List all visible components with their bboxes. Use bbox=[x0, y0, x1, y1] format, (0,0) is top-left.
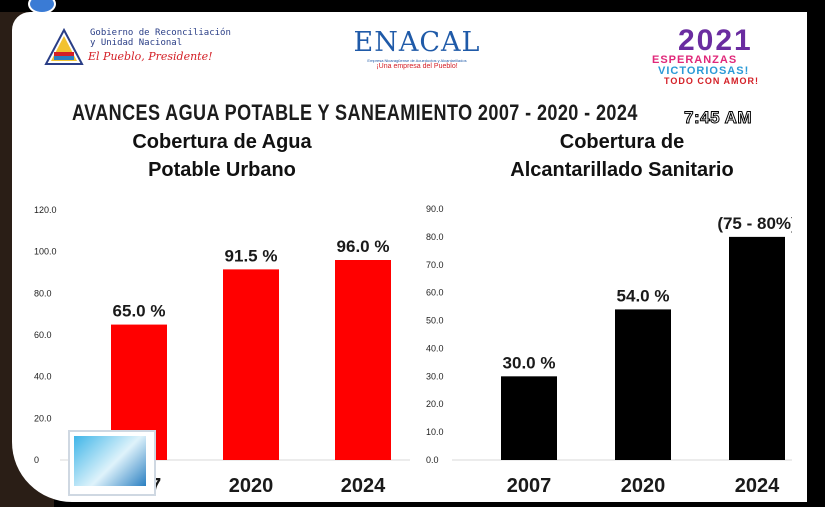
y-tick-label: 0 bbox=[34, 455, 39, 465]
government-name-line1: Gobierno de Reconciliación bbox=[90, 28, 231, 38]
chart1-title-line2: Potable Urbano bbox=[148, 159, 296, 181]
bar bbox=[501, 376, 557, 460]
channel-logo-icon bbox=[68, 430, 156, 496]
enacal-logo: ENACAL Empresa Nicaragüense de Acueducto… bbox=[342, 28, 492, 80]
bar bbox=[223, 269, 279, 460]
chart-sewer-coverage: 0.0 10.0 20.0 30.0 40.0 50.0 60.0 70.0 80.0 90.0 3… bbox=[426, 204, 792, 497]
y-tick-label: 40.0 bbox=[426, 343, 444, 353]
data-label: 54.0 % bbox=[617, 286, 670, 305]
y-tick-label: 50.0 bbox=[426, 316, 444, 326]
y-tick-label: 60.0 bbox=[34, 330, 52, 340]
top-bar bbox=[0, 0, 825, 14]
chart1-title-line1: Cobertura de Agua bbox=[132, 131, 312, 153]
data-label: 30.0 % bbox=[503, 353, 556, 372]
badge-line3: TODO CON AMOR! bbox=[664, 76, 759, 86]
y-tick-label: 40.0 bbox=[34, 372, 52, 382]
y-tick-label: 70.0 bbox=[426, 260, 444, 270]
y-tick-label: 100.0 bbox=[34, 247, 57, 257]
data-label: 65.0 % bbox=[113, 302, 166, 321]
y-tick-label: 80.0 bbox=[426, 232, 444, 242]
data-label: 91.5 % bbox=[225, 246, 278, 265]
x-tick-label: 2020 bbox=[621, 475, 666, 497]
government-logo: Gobierno de Reconciliación y Unidad Nacio… bbox=[42, 26, 242, 76]
badge-line2: VICTORIOSAS! bbox=[658, 65, 750, 77]
enacal-tagline: ¡Una empresa del Pueblo! bbox=[376, 63, 458, 70]
chart2-title-line2: Alcantarillado Sanitario bbox=[510, 159, 734, 181]
y-tick-label: 60.0 bbox=[426, 288, 444, 298]
data-label: 96.0 % bbox=[337, 237, 390, 256]
chart2-title-line1: Cobertura de bbox=[559, 131, 685, 153]
x-tick-label: 2024 bbox=[341, 475, 386, 497]
bar bbox=[615, 309, 671, 460]
bar bbox=[335, 260, 391, 460]
y-tick-label: 20.0 bbox=[34, 413, 52, 423]
y-tick-label: 80.0 bbox=[34, 288, 52, 298]
bar bbox=[729, 236, 785, 460]
y-tick-label: 90.0 bbox=[426, 204, 444, 214]
page-title: AVANCES AGUA POTABLE Y SANEAMIENTO 2007 … bbox=[72, 100, 638, 125]
government-name-line2: y Unidad Nacional bbox=[90, 38, 183, 48]
y-tick-label: 0.0 bbox=[426, 455, 439, 465]
enacal-name: ENACAL bbox=[353, 27, 481, 58]
badge-year: 2021 bbox=[678, 24, 753, 57]
y-tick-label: 120.0 bbox=[34, 205, 57, 215]
government-slogan: El Pueblo, Presidente! bbox=[88, 50, 213, 63]
chart1-title: Cobertura de Agua Potable Urbano bbox=[72, 128, 372, 184]
y-tick-label: 30.0 bbox=[426, 371, 444, 381]
y-tick-label: 20.0 bbox=[426, 399, 444, 409]
badge-line1: ESPERANZAS bbox=[652, 54, 738, 66]
presentation-slide: Gobierno de Reconciliación y Unidad Nacio… bbox=[12, 12, 807, 502]
x-tick-label: 2020 bbox=[229, 475, 274, 497]
x-tick-label: 2024 bbox=[735, 475, 780, 497]
chart2-title: Cobertura de Alcantarillado Sanitario bbox=[467, 128, 777, 184]
government-name: Gobierno de Reconciliación y Unidad Nacio… bbox=[90, 28, 231, 48]
y-tick-label: 10.0 bbox=[426, 427, 444, 437]
triangle-emblem-icon bbox=[44, 27, 84, 65]
campaign-badge: 2021 ESPERANZAS VICTORIOSAS! TODO CON AM… bbox=[652, 26, 802, 88]
data-label: (75 - 80%) bbox=[717, 214, 792, 233]
x-tick-label: 2007 bbox=[507, 475, 552, 497]
enacal-subtitle: Empresa Nicaragüense de Acueductos y Alc… bbox=[367, 58, 467, 63]
timestamp: 7:45 AM bbox=[683, 108, 753, 128]
